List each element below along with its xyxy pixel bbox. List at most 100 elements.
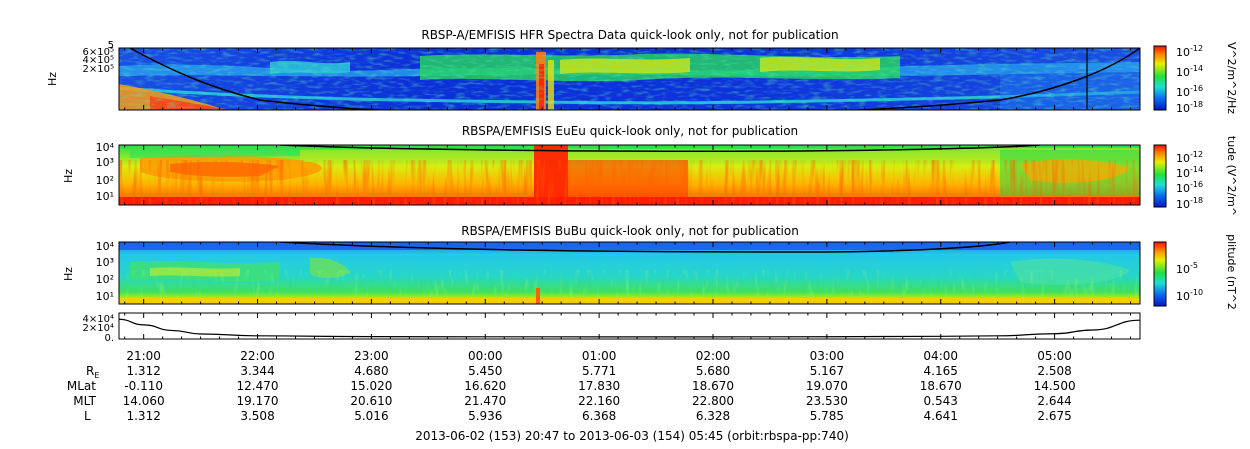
ephemeris-value: 19.070 [806,379,848,393]
panel-bubu-spectrogram [119,242,1140,304]
ephemeris-value: 5.167 [810,364,844,378]
y-tick-label: 10³ [96,256,114,269]
ephemeris-value: 23.530 [806,394,848,408]
time-tick-label: 21:00 [126,349,161,363]
ephemeris-value: 1.312 [126,364,160,378]
panel-trace: 4×10⁴ 2×10⁴ 0. [83,312,1141,344]
ephemeris-value: 4.165 [924,364,958,378]
row-label-mlat: MLat [67,379,96,393]
panel-bubu: RBSPA/EMFISIS BuBu quick-look only, not … [62,224,1238,310]
y-tick-label: 5 [108,40,114,51]
row-label-l: L [84,409,91,423]
time-tick-label: 05:00 [1037,349,1072,363]
colorbar-tick-exponent: -12 [1190,150,1203,159]
colorbar-tick-label: 10-18 [1176,196,1203,211]
ephemeris-value: 14.060 [123,394,165,408]
ephemeris-value: 20.610 [350,394,392,408]
y-tick-label: 4×10⁴ [83,314,114,325]
colorbar-tick-label: 10-14 [1176,165,1203,180]
y-tick-label: 4×10⁵ [83,55,114,66]
panel-eueu-colorbar-label: tude (V^2/m^ [1225,136,1238,216]
y-tick-label: 10¹ [96,190,114,203]
panel-hfr-spectrogram [119,48,1140,110]
colorbar-tick-label: 10-12 [1176,44,1203,59]
time-tick-label: 23:00 [354,349,389,363]
panel-hfr-colorbar-label: V^2/m^2/Hz [1225,42,1238,114]
panel-bubu-colorbar [1153,241,1167,307]
colorbar-tick-label: 10-14 [1176,64,1203,79]
panel-bubu-yticks: 10⁴ 10³ 10² 10¹ [96,240,115,303]
y-tick-label: 10³ [96,156,114,169]
y-tick-label: 10⁴ [96,240,115,253]
y-tick-label: 2×10⁴ [83,323,114,334]
ephemeris-value: 12.470 [237,379,279,393]
colorbar-tick-label: 10-5 [1176,261,1198,276]
panel-eueu-spectrogram [119,145,1140,205]
panel-eueu-title: RBSPA/EMFISIS EuEu quick-look only, not … [462,124,798,138]
row-label-re: RE [86,364,99,380]
colorbar-tick-exponent: -18 [1190,196,1203,205]
time-tick-label: 02:00 [696,349,731,363]
panel-hfr-title: RBSP-A/EMFISIS HFR Spectra Data quick-lo… [421,28,838,42]
panel-hfr-ylabel: Hz [46,72,59,86]
colorbar-tick-exponent: -5 [1190,261,1198,270]
time-axis-ticks [124,48,1132,339]
row-label-re-subscript: E [94,371,99,380]
ephemeris-value: 2.508 [1037,364,1071,378]
colorbar-tick-label: 10-18 [1176,100,1203,115]
panel-bubu-title: RBSPA/EMFISIS BuBu quick-look only, not … [461,224,799,238]
figure-footer-title: 2013-06-02 (153) 20:47 to 2013-06-03 (15… [415,429,849,443]
ephemeris-value: 19.170 [237,394,279,408]
ephemeris-value: 4.641 [924,409,958,423]
y-tick-label: 10¹ [96,290,114,303]
time-tick-label: 04:00 [923,349,958,363]
ephemeris-value: 5.785 [810,409,844,423]
colorbar-tick-exponent: -10 [1190,288,1203,297]
panel-eueu-yticks: 10⁴ 10³ 10² 10¹ [96,141,115,203]
y-tick-label: 10² [96,273,114,286]
ephemeris-value: 5.016 [354,409,388,423]
ephemeris-value: 6.328 [696,409,730,423]
colorbar-tick-exponent: -14 [1190,165,1203,174]
ephemeris-value: 22.160 [578,394,620,408]
colorbar-tick-exponent: -16 [1190,84,1203,93]
panel-bubu-ylabel: Hz [62,267,75,281]
ephemeris-value: 22.800 [692,394,734,408]
ephemeris-value: 18.670 [692,379,734,393]
time-tick-label: 01:00 [582,349,617,363]
colorbar-tick-label: 10-16 [1176,180,1203,195]
ephemeris-row-labels: RE MLat MLT L [67,364,100,423]
panel-trace-yticks: 4×10⁴ 2×10⁴ 0. [83,314,114,344]
time-tick-label: 00:00 [468,349,503,363]
panel-eueu-colorbar [1153,144,1167,208]
y-tick-label: 0. [104,333,114,344]
panel-hfr: RBSP-A/EMFISIS HFR Spectra Data quick-lo… [46,28,1238,115]
panel-hfr-colorbar [1153,45,1167,111]
ephemeris-values: 1.312-0.11014.0601.3123.34412.47019.1703… [123,364,1076,423]
ephemeris-value: 21.470 [464,394,506,408]
time-tick-label: 22:00 [240,349,275,363]
time-axis-labels: 21:00 22:00 23:00 00:00 01:00 02:00 03:00 04:00… [126,349,1072,363]
ephemeris-value: 18.670 [920,379,962,393]
y-tick-label: 2×10⁵ [83,64,114,75]
ephemeris-value: 1.312 [126,409,160,423]
panel-hfr-colorbar-ticks: 10-12 10-14 10-16 10-18 [1176,44,1203,115]
ephemeris-value: 2.644 [1037,394,1071,408]
ephemeris-value: -0.110 [124,379,163,393]
panel-hfr-yticks: 5 6×10⁵ 4×10⁵ 2×10⁵ [83,40,114,75]
ephemeris-value: 5.936 [468,409,502,423]
y-tick-label: 10⁴ [96,141,115,154]
ephemeris-value: 4.680 [354,364,388,378]
colorbar-tick-exponent: -16 [1190,180,1203,189]
ephemeris-value: 6.368 [582,409,616,423]
ephemeris-value: 3.508 [240,409,274,423]
colorbar-tick-exponent: -18 [1190,100,1203,109]
y-tick-label: 10² [96,174,114,187]
colorbar-tick-label: 10-10 [1176,288,1203,303]
colorbar-tick-label: 10-16 [1176,84,1203,99]
ephemeris-value: 17.830 [578,379,620,393]
ephemeris-value: 0.543 [924,394,958,408]
row-label-mlt: MLT [73,394,96,408]
ephemeris-value: 5.680 [696,364,730,378]
ephemeris-table: 21:00 22:00 23:00 00:00 01:00 02:00 03:00 04:00… [67,349,1076,443]
